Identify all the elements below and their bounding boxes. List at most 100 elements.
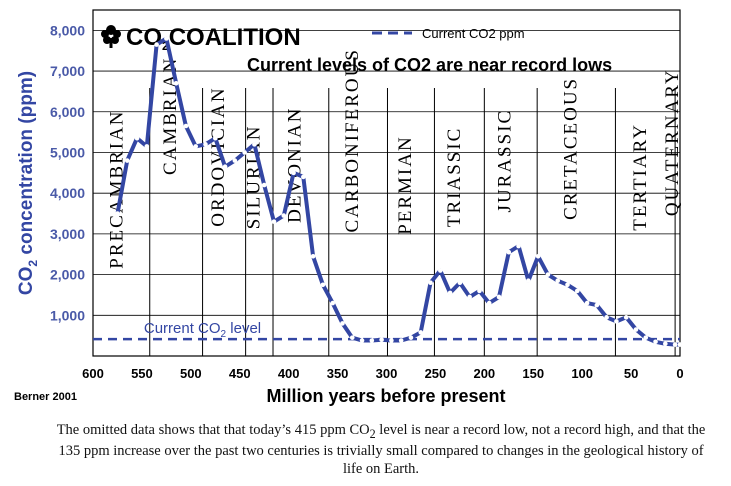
caption-text: The omitted data shows that that today’s… bbox=[56, 422, 706, 477]
x-tick-label: 200 bbox=[473, 366, 495, 381]
x-tick-label: 550 bbox=[131, 366, 153, 381]
co2-data-point bbox=[408, 335, 414, 340]
brand-logo: CO2COALITION bbox=[101, 24, 301, 53]
x-tick-label: 450 bbox=[229, 366, 251, 381]
co2-data-point bbox=[242, 150, 247, 155]
x-tick-label: 600 bbox=[82, 366, 104, 381]
period-label: CARBONIFEROUS bbox=[342, 48, 363, 232]
co2-data-point bbox=[252, 142, 257, 147]
co2-data-point bbox=[232, 158, 238, 163]
co2-data-point bbox=[672, 342, 678, 347]
co2-data-point bbox=[623, 315, 629, 320]
co2-data-point bbox=[389, 338, 394, 343]
co2-data-point bbox=[281, 213, 287, 218]
x-tick-label: 400 bbox=[278, 366, 300, 381]
co2-data-point bbox=[340, 321, 345, 326]
y-tick-label: 8,000 bbox=[50, 22, 85, 38]
co2-data-point bbox=[349, 335, 355, 340]
co2-data-point bbox=[222, 164, 228, 170]
co2-data-point bbox=[183, 123, 189, 129]
co2-data-point bbox=[467, 294, 472, 300]
period-label: PERMIAN bbox=[395, 135, 416, 235]
co2-data-point bbox=[565, 282, 570, 288]
co2-data-point bbox=[677, 342, 683, 347]
period-label: PRECAMBRIAN bbox=[106, 109, 127, 268]
tree-icon bbox=[101, 25, 121, 48]
x-tick-label: 150 bbox=[522, 366, 544, 381]
source-citation: Berner 2001 bbox=[14, 391, 77, 403]
co2-data-point bbox=[506, 249, 512, 255]
co2-data-point bbox=[545, 272, 551, 277]
brand-name: CO2COALITION bbox=[126, 24, 301, 53]
co2-data-point bbox=[193, 144, 199, 149]
co2-data-point bbox=[310, 253, 316, 259]
co2-data-point bbox=[134, 135, 140, 141]
co2-data-point bbox=[447, 290, 453, 296]
co2-data-point bbox=[212, 135, 218, 141]
x-tick-label: 0 bbox=[676, 366, 683, 381]
co2-data-point bbox=[291, 170, 296, 176]
period-label: ORDOVICIAN bbox=[208, 86, 229, 226]
co2-data-point bbox=[428, 280, 433, 286]
co2-data-point bbox=[438, 268, 443, 273]
co2-data-point bbox=[164, 36, 169, 41]
co2-data-point bbox=[604, 315, 609, 320]
co2-chart: CO2COALITION Current CO2 ppm Current lev… bbox=[14, 9, 684, 406]
co2-data-point bbox=[124, 158, 130, 163]
co2-data-point bbox=[614, 319, 619, 324]
co2-data-point bbox=[486, 300, 492, 306]
co2-data-point bbox=[203, 142, 208, 147]
co2-data-point bbox=[516, 243, 521, 249]
x-tick-label: 100 bbox=[571, 366, 593, 381]
y-tick-label: 1,000 bbox=[50, 307, 85, 323]
y-tick-label: 3,000 bbox=[50, 226, 85, 242]
current-level-label: Current CO2 level bbox=[144, 320, 261, 340]
period-labels: PRECAMBRIAN CAMBRIAN ORDOVICIAN SILURIAN DEV… bbox=[106, 48, 683, 269]
co2-data-point bbox=[154, 42, 159, 47]
co2-data-point bbox=[261, 182, 267, 188]
co2-data-point bbox=[535, 253, 541, 259]
co2-data-point bbox=[271, 219, 277, 224]
x-tick-label: 50 bbox=[624, 366, 638, 381]
period-label: TRIASSIC bbox=[444, 127, 465, 227]
x-axis-ticks: 600 550 500 450 400 350 300 250 200 150 100 50 0 bbox=[82, 366, 683, 381]
co2-data-point bbox=[359, 338, 365, 343]
co2-data-point bbox=[379, 337, 384, 343]
period-label: TERTIARY bbox=[630, 123, 651, 231]
co2-data-point bbox=[653, 339, 658, 345]
co2-data-point bbox=[418, 330, 424, 335]
co2-data-point bbox=[526, 278, 531, 283]
co2-data-point bbox=[330, 300, 335, 306]
co2-data-point bbox=[115, 211, 120, 216]
y-tick-label: 5,000 bbox=[50, 144, 85, 160]
legend: Current CO2 ppm bbox=[372, 26, 525, 41]
co2-data-point bbox=[477, 288, 482, 294]
co2-data-point bbox=[301, 174, 306, 180]
period-label: CRETACEOUS bbox=[560, 77, 581, 220]
co2-data-point bbox=[320, 282, 326, 288]
x-tick-label: 350 bbox=[327, 366, 349, 381]
y-tick-label: 7,000 bbox=[50, 63, 85, 79]
co2-series bbox=[115, 36, 683, 347]
chart-title: Current levels of CO2 are near record lo… bbox=[247, 55, 612, 75]
x-tick-label: 250 bbox=[425, 366, 447, 381]
y-axis-ticks: 1,000 2,000 3,000 4,000 5,000 6,000 7,000 8,000 bbox=[50, 22, 85, 323]
x-axis-label: Million years before present bbox=[266, 386, 505, 406]
co2-data-point bbox=[398, 338, 404, 343]
legend-label: Current CO2 ppm bbox=[422, 26, 525, 41]
co2-data-point bbox=[555, 278, 561, 283]
y-tick-label: 2,000 bbox=[50, 267, 85, 283]
y-tick-label: 4,000 bbox=[50, 185, 85, 201]
co2-data-point bbox=[584, 300, 590, 306]
period-label: QUATERNARY bbox=[662, 68, 683, 216]
period-label: JURASSIC bbox=[495, 109, 516, 213]
co2-data-point bbox=[496, 294, 502, 300]
co2-data-point bbox=[594, 302, 600, 308]
co2-data-point bbox=[144, 144, 150, 149]
x-tick-label: 500 bbox=[180, 366, 202, 381]
y-tick-label: 6,000 bbox=[50, 104, 85, 120]
co2-data-point bbox=[633, 327, 639, 332]
co2-data-point bbox=[643, 335, 649, 340]
co2-data-point bbox=[574, 288, 580, 294]
co2-data-point bbox=[663, 341, 668, 347]
